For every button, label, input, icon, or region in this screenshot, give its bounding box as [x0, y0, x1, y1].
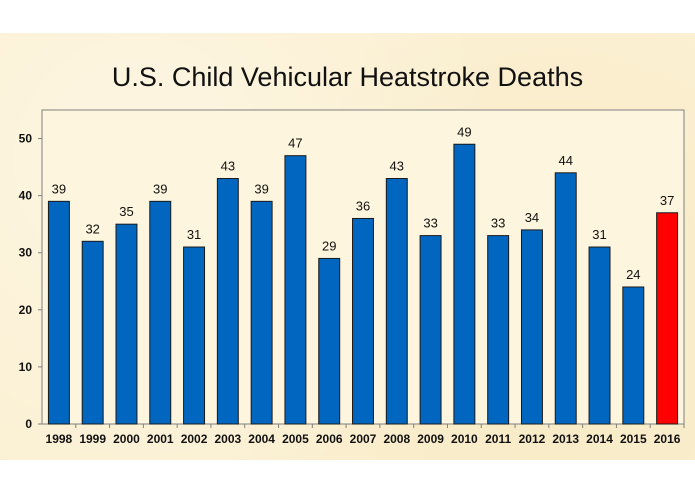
x-tick-label-2015: 2015 — [620, 432, 647, 446]
x-tick-label-2010: 2010 — [451, 432, 478, 446]
bar-2009 — [419, 235, 442, 425]
data-label-2000: 35 — [119, 204, 133, 219]
bar-2012 — [520, 229, 543, 425]
x-tick-label-2001: 2001 — [147, 432, 174, 446]
data-label-2008: 43 — [390, 159, 404, 174]
data-label-2004: 39 — [254, 181, 268, 196]
bar-2013 — [554, 172, 577, 425]
x-tick-label-2006: 2006 — [316, 432, 343, 446]
data-label-2015: 24 — [626, 267, 640, 282]
x-tick-label-2013: 2013 — [552, 432, 579, 446]
data-label-2001: 39 — [153, 181, 167, 196]
y-tick-label: 50 — [19, 132, 33, 146]
x-tick-label-2016: 2016 — [654, 432, 681, 446]
data-label-2016: 37 — [660, 193, 674, 208]
x-tick-label-2007: 2007 — [350, 432, 377, 446]
x-tick-label-2004: 2004 — [248, 432, 275, 446]
bar-2004 — [250, 200, 273, 425]
bar-2008 — [385, 178, 408, 425]
data-label-2002: 31 — [187, 227, 201, 242]
bar-2001 — [149, 200, 172, 425]
bar-2014 — [588, 246, 611, 425]
data-label-2006: 29 — [322, 238, 336, 253]
chart-title: U.S. Child Vehicular Heatstroke Deaths — [111, 62, 584, 92]
data-label-2009: 33 — [423, 216, 437, 231]
bar-2010 — [453, 143, 476, 425]
x-tick-label-2005: 2005 — [282, 432, 309, 446]
data-label-1999: 32 — [85, 221, 99, 236]
y-tick-label: 30 — [19, 246, 33, 260]
x-tick-label-2000: 2000 — [113, 432, 140, 446]
data-label-2012: 34 — [525, 210, 539, 225]
x-tick-label-2011: 2011 — [485, 432, 511, 446]
x-tick-label-2009: 2009 — [417, 432, 444, 446]
bar-2003 — [216, 178, 239, 425]
data-label-2010: 49 — [457, 124, 471, 139]
bar-2007 — [352, 217, 374, 425]
bar-2000 — [115, 223, 138, 425]
y-tick-label: 10 — [19, 360, 33, 374]
x-tick-label-2012: 2012 — [519, 432, 546, 446]
data-label-2013: 44 — [559, 153, 573, 168]
x-tick-label-2008: 2008 — [383, 432, 410, 446]
data-label-2011: 33 — [491, 216, 505, 231]
y-tick-label: 20 — [19, 303, 33, 317]
y-tick-label: 0 — [25, 417, 32, 431]
data-label-1998: 39 — [52, 181, 66, 196]
x-tick-label-2014: 2014 — [586, 432, 613, 446]
data-label-2007: 36 — [356, 198, 370, 213]
bar-2002 — [183, 246, 206, 425]
data-label-2014: 31 — [592, 227, 606, 242]
bar-2005 — [284, 155, 307, 425]
bar-2006 — [318, 257, 341, 425]
x-tick-label-2002: 2002 — [181, 432, 208, 446]
y-tick-label: 40 — [19, 189, 33, 203]
x-tick-label-1999: 1999 — [79, 432, 106, 446]
bar-1998 — [47, 200, 70, 425]
bar-2011 — [487, 235, 510, 425]
bar-1999 — [81, 240, 104, 425]
bar-2016 — [656, 212, 679, 425]
x-tick-label-2003: 2003 — [214, 432, 241, 446]
x-tick-label-1998: 1998 — [46, 432, 73, 446]
data-label-2005: 47 — [288, 136, 302, 151]
bar-2015 — [622, 286, 645, 425]
data-label-2003: 43 — [221, 159, 235, 174]
